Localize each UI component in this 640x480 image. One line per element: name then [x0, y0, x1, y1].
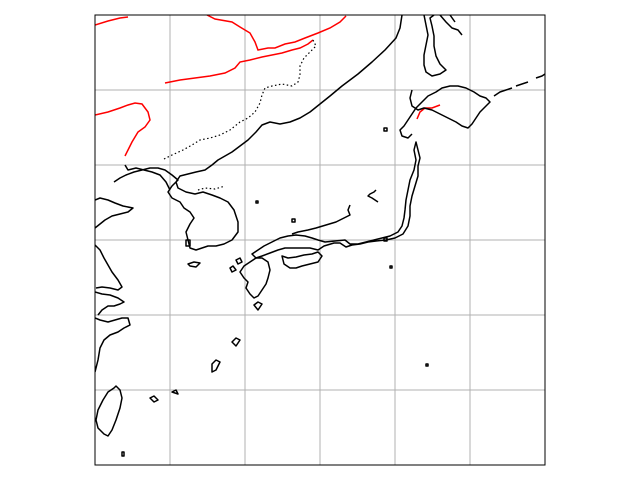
- coastline-kurils: [493, 73, 545, 97]
- coastline-small-islands: [121, 127, 429, 457]
- red-boundary-mongolia: [164, 39, 314, 84]
- map-frame: [94, 14, 546, 466]
- coastline-sakhalin: [423, 15, 463, 77]
- coastline-china-south: [95, 244, 131, 373]
- coastline-china-bay: [95, 197, 134, 229]
- red-boundary-north-left: [95, 16, 129, 26]
- coastline-jeju: [187, 261, 201, 268]
- red-boundary-west: [95, 102, 151, 157]
- coastline-tsushima-islands: [229, 257, 243, 273]
- coastline-taiwan: [95, 385, 123, 437]
- country-borders-dotted: [161, 39, 317, 191]
- coastline-honshu: [251, 141, 421, 259]
- coastlines: [95, 15, 545, 457]
- red-boundary-north-mid: [206, 15, 347, 51]
- coastline-ryukyu: [149, 301, 263, 403]
- coastline-kyushu: [239, 257, 271, 299]
- border-korea-dmz: [197, 185, 226, 191]
- coastline-china-east: [124, 164, 171, 191]
- coastline-honshu-west: [291, 189, 379, 235]
- coastline-hokkaido: [399, 85, 491, 139]
- coastline-shikoku: [281, 251, 323, 269]
